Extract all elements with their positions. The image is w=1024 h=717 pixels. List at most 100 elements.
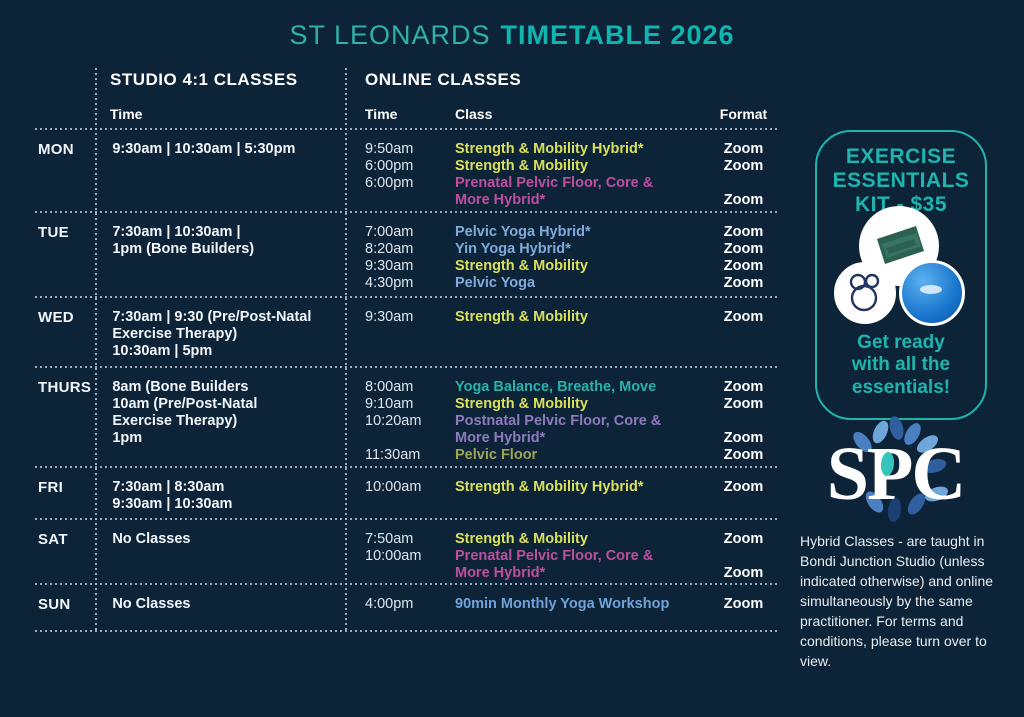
online-time: 9:50am: [365, 141, 414, 157]
kit-caption: Get ready with all the essentials!: [851, 332, 951, 398]
online-time: 10:00am: [365, 479, 422, 495]
exercise-ball-photo-icon: [899, 260, 965, 326]
online-entry: 9:50am Strength & Mobility Hybrid* Zoom: [365, 141, 777, 158]
format-zoom: Zoom: [723, 396, 764, 412]
online-entries: 7:00am Pelvic Yoga Hybrid* Zoom 8:20am Y…: [365, 213, 777, 298]
column-divider-line: [345, 68, 347, 630]
timetable-row: TUE 7:30am | 10:30am | 1pm (Bone Builder…: [35, 213, 777, 298]
studio-times: No Classes: [112, 531, 191, 547]
online-time: 4:30pm: [365, 275, 414, 291]
online-entry: 10:20am Postnatal Pelvic Floor, Core & M…: [365, 413, 777, 447]
class-name: Strength & Mobility: [455, 396, 588, 412]
format-zoom: Zoom: [723, 531, 764, 547]
format-zoom: Zoom: [723, 241, 764, 257]
online-time: 9:30am: [365, 258, 414, 274]
class-name: Yoga Balance, Breathe, Move: [455, 379, 657, 395]
format-zoom: Zoom: [723, 258, 764, 274]
timetable-header: STUDIO 4:1 CLASSES ONLINE CLASSES Time T…: [35, 62, 777, 130]
essentials-kit-box: EXERCISE ESSENTIALS KIT - $35 Get ready …: [815, 130, 987, 420]
online-time: 7:00am: [365, 224, 414, 240]
format-zoom: Zoom: [723, 379, 764, 395]
online-entries: 10:00am Strength & Mobility Hybrid* Zoom: [365, 468, 777, 520]
timetable-row: FRI 7:30am | 8:30am 9:30am | 10:30am 10:…: [35, 468, 777, 520]
format-zoom: Zoom: [723, 565, 764, 581]
online-entry: 9:30am Strength & Mobility Zoom: [365, 258, 777, 275]
format-zoom: Zoom: [723, 224, 764, 240]
online-time: 6:00pm: [365, 158, 414, 174]
online-entries: 7:50am Strength & Mobility Zoom 10:00am …: [365, 520, 777, 585]
class-name: Prenatal Pelvic Floor, Core & More Hybri…: [455, 175, 654, 208]
timetable-row: MON 9:30am | 10:30am | 5:30pm 9:50am Str…: [35, 130, 777, 213]
class-name: Strength & Mobility Hybrid*: [455, 479, 644, 495]
online-classes-header: ONLINE CLASSES: [365, 70, 522, 89]
timetable-row: WED 7:30am | 9:30 (Pre/Post-Natal Exerci…: [35, 298, 777, 368]
online-entries: 9:50am Strength & Mobility Hybrid* Zoom …: [365, 130, 777, 213]
studio-times: 8am (Bone Builders 10am (Pre/Post-Natal …: [112, 379, 258, 446]
online-entry: 4:00pm 90min Monthly Yoga Workshop Zoom: [365, 596, 777, 613]
format-zoom: Zoom: [723, 447, 764, 463]
class-name: 90min Monthly Yoga Workshop: [455, 596, 670, 612]
online-entries: 4:00pm 90min Monthly Yoga Workshop Zoom: [365, 585, 777, 632]
online-entries: 9:30am Strength & Mobility Zoom: [365, 298, 777, 368]
spc-logo: SPC: [818, 414, 973, 526]
day-label: SAT: [38, 531, 68, 548]
online-entry: 8:20am Yin Yoga Hybrid* Zoom: [365, 241, 777, 258]
page-title-location: ST LEONARDS: [289, 20, 491, 50]
online-entries: 8:00am Yoga Balance, Breathe, Move Zoom …: [365, 368, 777, 468]
day-label: FRI: [38, 479, 64, 496]
page-title: ST LEONARDS TIMETABLE 2026: [0, 20, 1024, 51]
format-zoom: Zoom: [723, 141, 764, 157]
kit-product-photos: [817, 204, 985, 328]
hybrid-classes-note: Hybrid Classes - are taught in Bondi Jun…: [800, 533, 994, 669]
studio-times: 9:30am | 10:30am | 5:30pm: [112, 141, 296, 157]
class-name: Pelvic Floor: [455, 447, 538, 463]
day-label: SUN: [38, 596, 71, 613]
studio-time-column-header: Time: [110, 106, 143, 122]
timetable: STUDIO 4:1 CLASSES ONLINE CLASSES Time T…: [35, 62, 777, 632]
ball-highlight: [920, 285, 942, 294]
day-label: THURS: [38, 379, 92, 396]
format-zoom: Zoom: [723, 596, 764, 612]
online-entry: 11:30am Pelvic Floor Zoom: [365, 447, 777, 464]
studio-times: 7:30am | 9:30 (Pre/Post-Natal Exercise T…: [112, 309, 312, 359]
class-name: Pelvic Yoga Hybrid*: [455, 224, 591, 240]
timetable-row: SAT No Classes 7:50am Strength & Mobilit…: [35, 520, 777, 585]
class-name: Strength & Mobility: [455, 309, 588, 325]
day-label: TUE: [38, 224, 69, 241]
online-entry: 7:50am Strength & Mobility Zoom: [365, 531, 777, 548]
online-time-column-header: Time: [365, 106, 398, 122]
online-entry: 10:00am Prenatal Pelvic Floor, Core & Mo…: [365, 548, 777, 582]
class-name: Strength & Mobility: [455, 258, 588, 274]
studio-times: 7:30am | 8:30am 9:30am | 10:30am: [112, 479, 233, 512]
studio-classes-header: STUDIO 4:1 CLASSES: [110, 70, 298, 89]
class-name: Pelvic Yoga: [455, 275, 536, 291]
studio-times: 7:30am | 10:30am | 1pm (Bone Builders): [112, 224, 255, 257]
online-time: 7:50am: [365, 531, 414, 547]
online-entry: 9:10am Strength & Mobility Zoom: [365, 396, 777, 413]
online-entry: 6:00pm Prenatal Pelvic Floor, Core & Mor…: [365, 175, 777, 209]
studio-times: No Classes: [112, 596, 191, 612]
online-entry: 10:00am Strength & Mobility Hybrid* Zoom: [365, 479, 777, 496]
class-name: Yin Yoga Hybrid*: [455, 241, 571, 257]
class-name: Strength & Mobility Hybrid*: [455, 141, 644, 157]
timetable-row: SUN No Classes 4:00pm 90min Monthly Yoga…: [35, 585, 777, 632]
column-divider-line: [95, 68, 97, 630]
class-name: Strength & Mobility: [455, 158, 588, 174]
format-zoom: Zoom: [723, 479, 764, 495]
day-label: WED: [38, 309, 74, 326]
class-name: Postnatal Pelvic Floor, Core & More Hybr…: [455, 413, 662, 446]
online-entry: 4:30pm Pelvic Yoga Zoom: [365, 275, 777, 292]
class-name: Prenatal Pelvic Floor, Core & More Hybri…: [455, 548, 654, 581]
online-time: 8:20am: [365, 241, 414, 257]
divider-line: [35, 128, 777, 130]
format-zoom: Zoom: [723, 158, 764, 174]
format-zoom: Zoom: [723, 192, 764, 208]
format-zoom: Zoom: [723, 430, 764, 446]
online-entry: 9:30am Strength & Mobility Zoom: [365, 309, 777, 326]
online-entry: 6:00pm Strength & Mobility Zoom: [365, 158, 777, 175]
online-time: 10:20am: [365, 413, 422, 429]
day-label: MON: [38, 141, 74, 158]
online-time: 10:00am: [365, 548, 422, 564]
online-time: 9:30am: [365, 309, 414, 325]
online-time: 11:30am: [365, 447, 421, 463]
